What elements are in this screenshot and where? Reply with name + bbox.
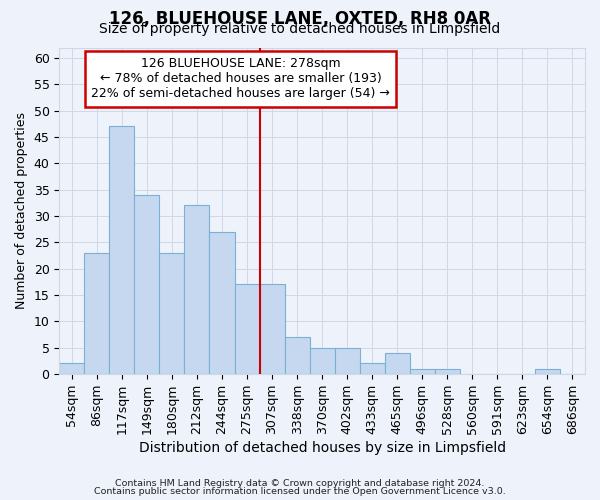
Bar [359, 364, 385, 374]
Bar [134, 195, 160, 374]
Bar [209, 232, 235, 374]
Text: 126 BLUEHOUSE LANE: 278sqm
← 78% of detached houses are smaller (193)
22% of sem: 126 BLUEHOUSE LANE: 278sqm ← 78% of deta… [91, 58, 390, 100]
Bar [160, 253, 184, 374]
Bar [260, 284, 284, 374]
Text: Size of property relative to detached houses in Limpsfield: Size of property relative to detached ho… [100, 22, 500, 36]
Bar [435, 368, 460, 374]
Bar [109, 126, 134, 374]
Bar [410, 368, 435, 374]
Text: 126, BLUEHOUSE LANE, OXTED, RH8 0AR: 126, BLUEHOUSE LANE, OXTED, RH8 0AR [109, 10, 491, 28]
Text: Contains public sector information licensed under the Open Government Licence v3: Contains public sector information licen… [94, 487, 506, 496]
Bar [310, 348, 335, 374]
Bar [535, 368, 560, 374]
Text: Contains HM Land Registry data © Crown copyright and database right 2024.: Contains HM Land Registry data © Crown c… [115, 478, 485, 488]
Bar [59, 364, 85, 374]
Bar [184, 206, 209, 374]
Bar [284, 337, 310, 374]
X-axis label: Distribution of detached houses by size in Limpsfield: Distribution of detached houses by size … [139, 441, 506, 455]
Bar [335, 348, 359, 374]
Bar [235, 284, 260, 374]
Bar [85, 253, 109, 374]
Bar [385, 353, 410, 374]
Y-axis label: Number of detached properties: Number of detached properties [15, 112, 28, 309]
